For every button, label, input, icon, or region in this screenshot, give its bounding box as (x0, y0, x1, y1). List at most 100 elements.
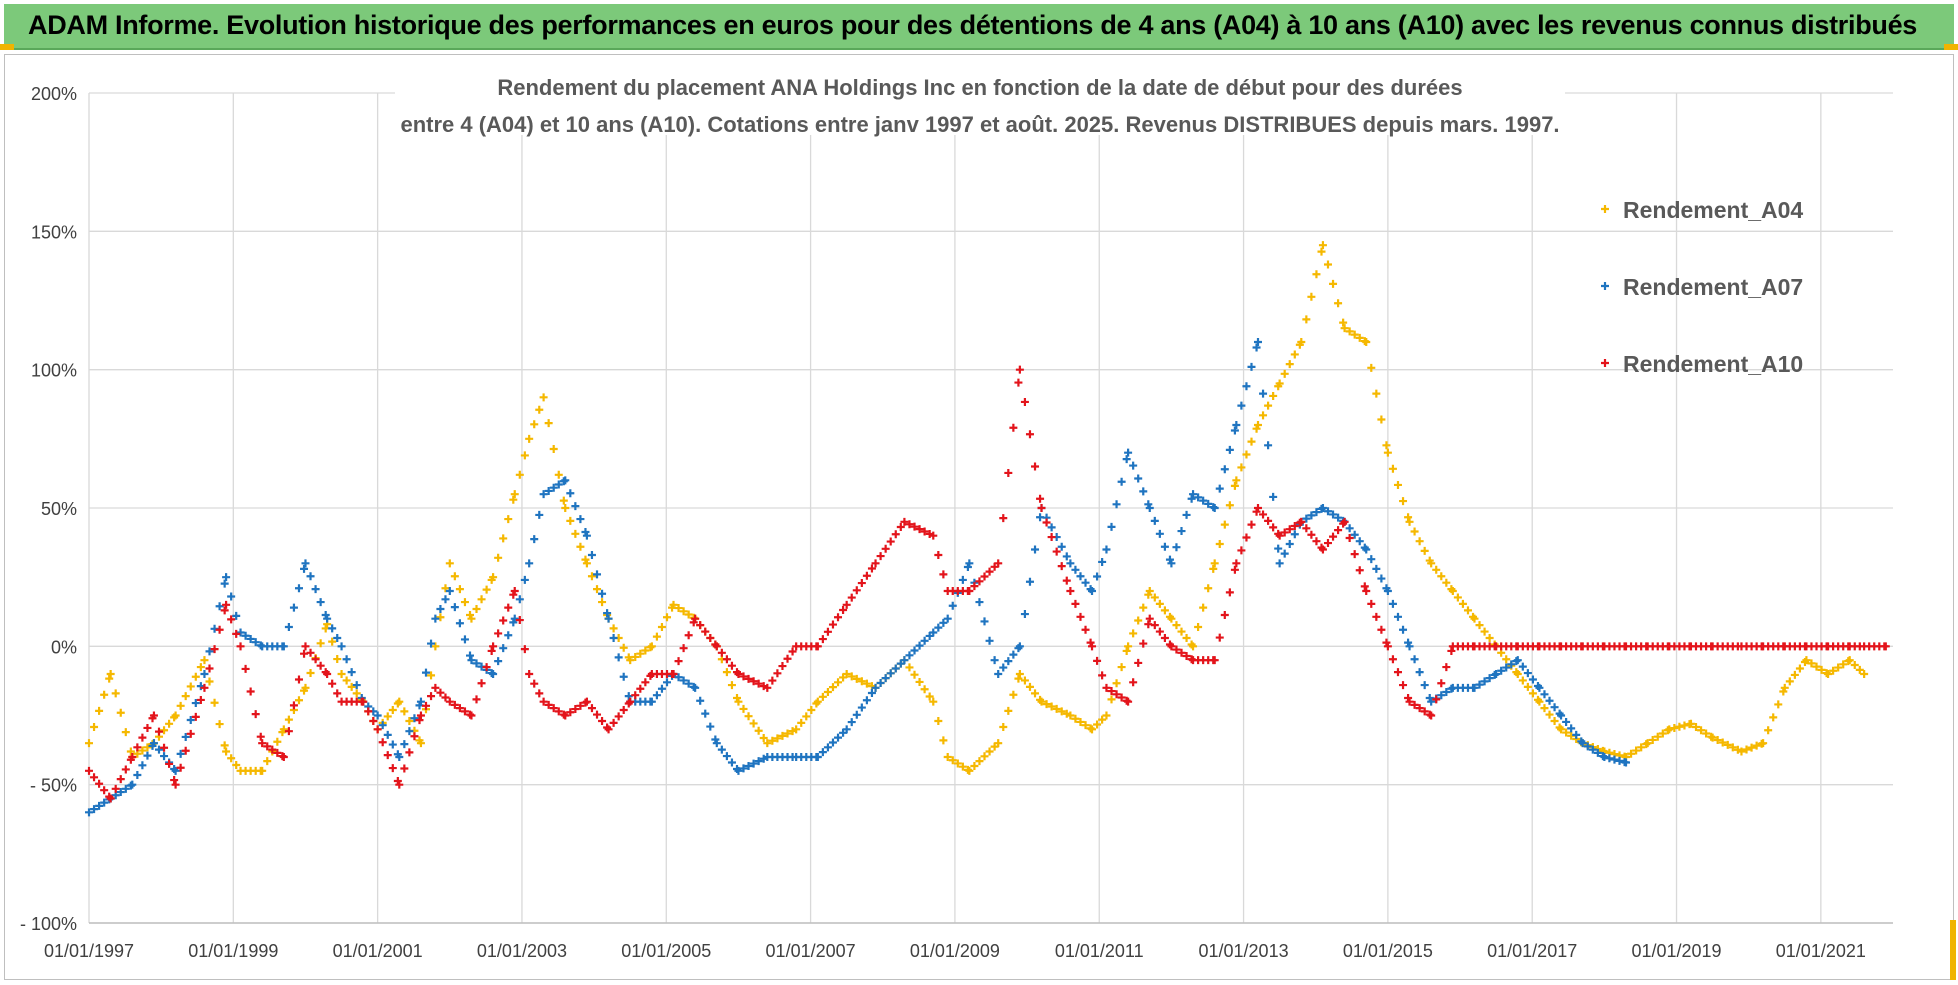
interpolated-point (1339, 318, 1348, 327)
y-tick-label: - 50% (30, 776, 77, 796)
interpolated-point (1399, 625, 1408, 634)
interpolated-point (1355, 537, 1364, 546)
interpolated-point (975, 577, 984, 586)
interpolated-point (802, 712, 811, 721)
interpolated-point (1155, 529, 1164, 538)
interpolated-point (186, 715, 195, 724)
interpolated-point (1345, 524, 1354, 533)
interpolated-point (90, 805, 99, 814)
interpolated-point (316, 598, 325, 607)
interpolated-point (1172, 645, 1181, 654)
interpolated-point (241, 631, 250, 640)
data-point (1232, 559, 1241, 568)
interpolated-point (1713, 736, 1722, 745)
interpolated-point (1312, 537, 1321, 546)
interpolated-point (95, 779, 104, 788)
interpolated-point (494, 553, 503, 562)
data-point (1145, 504, 1154, 512)
data-point (1665, 725, 1674, 734)
interpolated-point (1182, 510, 1191, 519)
interpolated-point (1259, 510, 1268, 519)
interpolated-point (1009, 423, 1018, 432)
interpolated-point (1047, 533, 1056, 542)
interpolated-point (554, 470, 563, 479)
interpolated-point (1497, 666, 1506, 675)
interpolated-point (1747, 743, 1756, 752)
interpolated-point (920, 527, 929, 536)
interpolated-point (410, 714, 419, 723)
interpolated-point (1518, 676, 1527, 685)
interpolated-point (934, 717, 943, 726)
interpolated-point (925, 692, 934, 701)
interpolated-point (1036, 494, 1045, 503)
interpolated-point (970, 582, 979, 591)
interpolated-point (311, 655, 320, 664)
data-point (1405, 517, 1414, 526)
data-point (582, 531, 591, 540)
interpolated-point (657, 622, 666, 631)
interpolated-point (1014, 378, 1023, 387)
interpolated-point (133, 770, 142, 779)
interpolated-point (1550, 703, 1559, 712)
interpolated-point (1334, 526, 1343, 535)
data-point (929, 697, 938, 706)
interpolated-point (1463, 606, 1472, 615)
interpolated-point (1220, 465, 1229, 474)
interpolated-point (268, 745, 277, 754)
interpolated-point (852, 586, 861, 595)
interpolated-point (210, 645, 219, 654)
interpolated-point (915, 677, 924, 686)
interpolated-point (1834, 663, 1843, 672)
interpolated-point (1648, 735, 1657, 744)
interpolated-point (1528, 675, 1537, 684)
data-point (236, 628, 245, 637)
interpolated-point (1122, 646, 1131, 655)
interpolated-point (436, 688, 445, 697)
interpolated-point (1134, 474, 1143, 483)
interpolated-point (263, 742, 272, 751)
interpolated-point (1009, 650, 1018, 659)
interpolated-point (1009, 690, 1018, 699)
data-point (1167, 642, 1176, 651)
interpolated-point (985, 747, 994, 756)
data-point (431, 683, 440, 692)
interpolated-point (749, 677, 758, 686)
interpolated-point (1199, 603, 1208, 612)
interpolated-point (220, 579, 229, 588)
data-point (1513, 656, 1522, 665)
interpolated-point (205, 647, 214, 656)
interpolated-point (405, 727, 414, 736)
interpolated-point (1204, 584, 1213, 593)
interpolated-point (1367, 363, 1376, 372)
interpolated-point (1122, 455, 1131, 464)
data-point (813, 642, 822, 651)
interpolated-point (744, 761, 753, 770)
interpolated-point (706, 722, 715, 731)
interpolated-point (631, 691, 640, 700)
interpolated-point (576, 701, 585, 710)
interpolated-point (494, 629, 503, 638)
interpolated-point (191, 699, 200, 708)
data-point (445, 697, 454, 706)
interpolated-point (807, 705, 816, 714)
data-point (1275, 559, 1284, 568)
interpolated-point (657, 684, 666, 693)
data-point (416, 697, 425, 706)
x-tick-label: 01/01/2001 (333, 941, 423, 961)
x-tick-label: 01/01/2009 (910, 941, 1000, 961)
data-point (900, 656, 909, 665)
data-point (359, 697, 368, 706)
data-point (1066, 559, 1075, 568)
interpolated-point (948, 756, 957, 765)
interpolated-point (674, 673, 683, 682)
data-point (1318, 241, 1327, 250)
interpolated-point (210, 698, 219, 707)
interpolated-point (1355, 566, 1364, 575)
interpolated-point (1269, 492, 1278, 501)
interpolated-point (1280, 528, 1289, 537)
interpolated-point (939, 570, 948, 579)
interpolated-point (920, 685, 929, 694)
interpolated-point (95, 706, 104, 715)
interpolated-point (306, 668, 315, 677)
interpolated-point (1220, 610, 1229, 619)
